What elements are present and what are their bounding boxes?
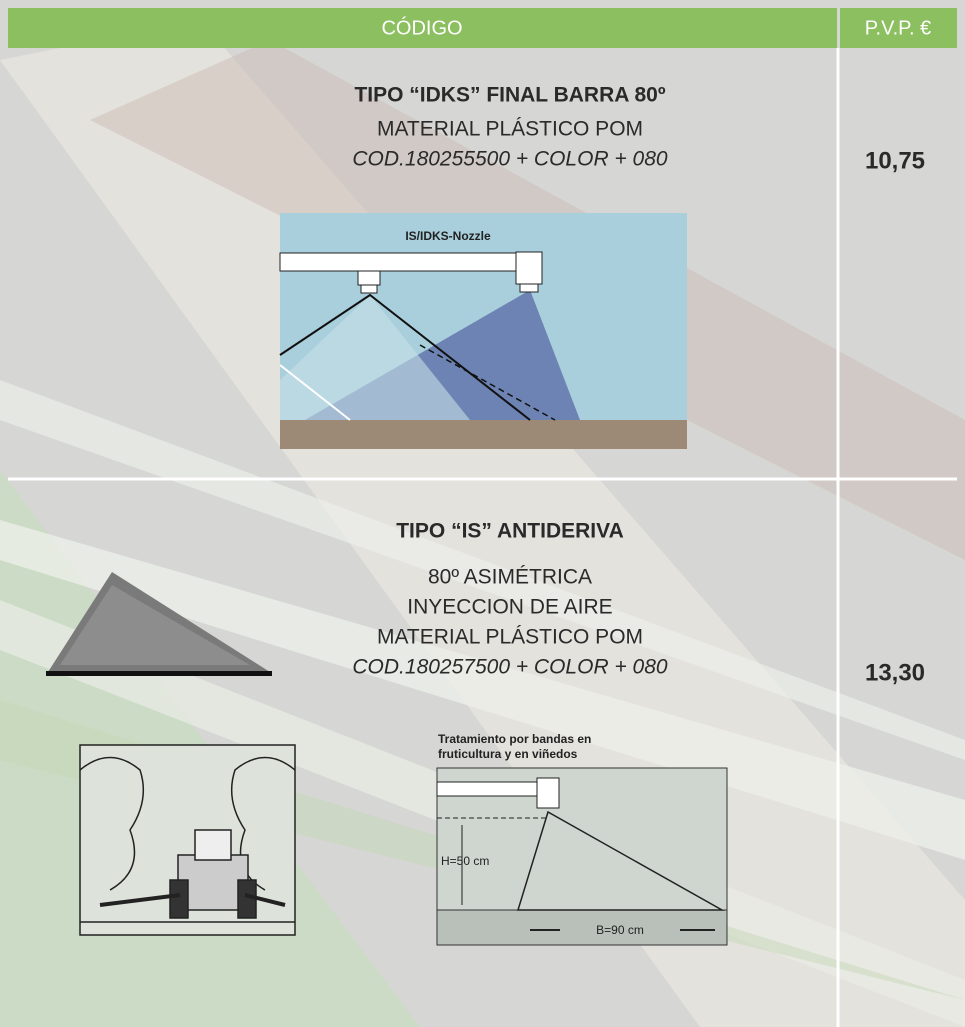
header-price: P.V.P. € [865,17,931,39]
product-code: COD.180255500 + COLOR + 080 [352,148,668,171]
figure-label: fruticultura y en viñedos [438,747,578,761]
nozzle-diagram: IS/IDKS-Nozzle [279,213,687,449]
figure-label: IS/IDKS-Nozzle [405,229,491,243]
price: 13,30 [865,659,925,686]
spray-pattern-icon [46,572,272,676]
figure-label: H=50 cm [441,854,489,868]
band-diagram: Tratamiento por bandas en fruticultura y… [436,732,728,946]
header-code-cell [8,8,837,48]
tractor-diagram [79,744,296,936]
product-title: TIPO “IS” ANTIDERIVA [396,520,624,543]
product-line: INYECCION DE AIRE [407,596,612,619]
product-line: 80º ASIMÉTRICA [428,566,592,589]
product-title: TIPO “IDKS” FINAL BARRA 80º [354,84,665,107]
product-line: MATERIAL PLÁSTICO POM [377,118,643,141]
figure-label: B=90 cm [596,923,644,937]
product-code: COD.180257500 + COLOR + 080 [352,656,668,679]
figure-label: Tratamiento por bandas en [438,732,591,746]
product-line: MATERIAL PLÁSTICO POM [377,626,643,649]
price: 10,75 [865,147,925,174]
header-code: CÓDIGO [381,16,462,39]
header-price-cell [840,8,957,48]
